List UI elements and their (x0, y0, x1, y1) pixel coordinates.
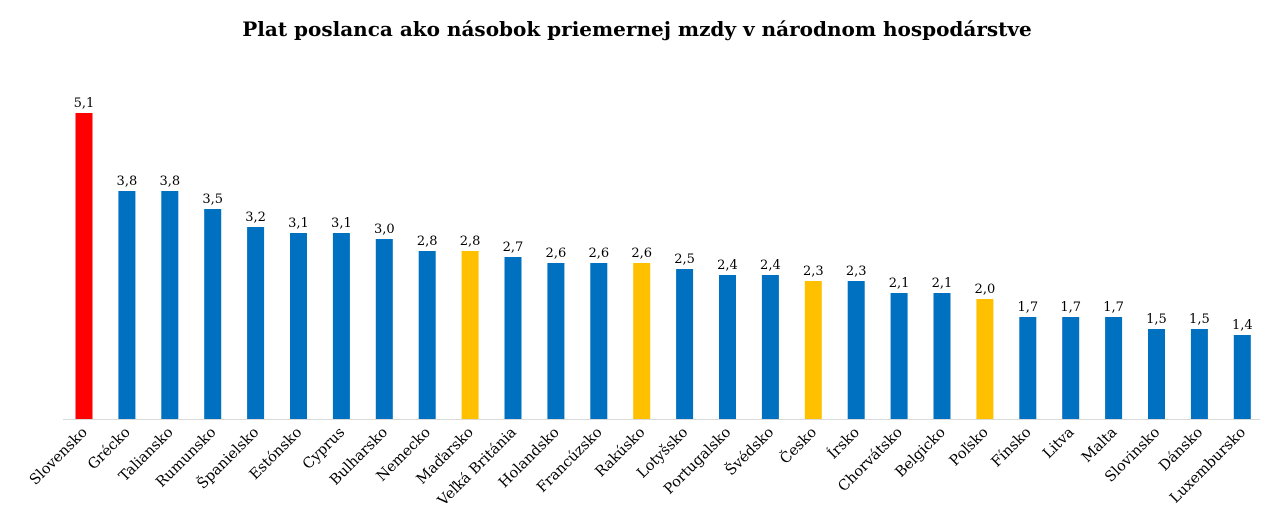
data-label: 3,8 (159, 174, 180, 189)
data-label: 2,7 (503, 240, 524, 255)
bar (418, 251, 436, 419)
category-label: Luxembursko (1167, 425, 1249, 507)
data-label: 2,4 (760, 258, 781, 273)
data-label: 1,5 (1146, 312, 1167, 327)
data-label: 2,5 (674, 252, 695, 267)
data-label: 3,1 (288, 216, 309, 231)
bar (118, 191, 136, 419)
bar (804, 281, 822, 419)
data-label: 2,0 (975, 282, 996, 297)
bar (1062, 317, 1080, 419)
category-label: Česko (776, 423, 820, 467)
data-label: 2,6 (546, 246, 567, 261)
data-label: 1,5 (1189, 312, 1210, 327)
category-label: Veľká Británia (434, 424, 520, 510)
data-label: 3,5 (202, 192, 223, 207)
data-label: 1,7 (1060, 300, 1081, 315)
data-label: 2,1 (889, 276, 910, 291)
category-label: Slovensko (27, 425, 91, 489)
category-label: Litva (1040, 424, 1078, 462)
data-label: 2,3 (846, 264, 867, 279)
bar (1019, 317, 1037, 419)
bar (332, 233, 350, 419)
data-label: 3,1 (331, 216, 352, 231)
bar (504, 257, 522, 419)
chart-title: Plat poslanca ako násobok priemernej mzd… (242, 17, 1032, 41)
bar (976, 299, 994, 419)
data-label: 1,4 (1232, 318, 1253, 333)
bar (719, 275, 736, 419)
bar (1233, 335, 1251, 419)
data-label: 2,8 (460, 234, 481, 249)
bar (204, 209, 222, 419)
bar (247, 227, 265, 419)
bar (375, 239, 393, 419)
bar (890, 293, 908, 419)
bar (461, 251, 479, 419)
data-label: 2,6 (588, 246, 609, 261)
bar (633, 263, 651, 419)
data-label: 3,8 (117, 174, 138, 189)
bar (1148, 329, 1165, 419)
bar (1190, 329, 1208, 419)
bar (933, 293, 951, 419)
data-label: 1,7 (1017, 300, 1038, 315)
bar (590, 263, 608, 419)
data-label: 2,8 (417, 234, 438, 249)
category-label: Fínsko (989, 425, 1035, 471)
data-label: 2,1 (932, 276, 953, 291)
bar (547, 263, 565, 419)
category-label: Írsko (824, 423, 863, 462)
data-label: 2,6 (631, 246, 652, 261)
bar (290, 233, 307, 419)
data-label: 1,7 (1103, 300, 1124, 315)
data-label: 2,3 (803, 264, 824, 279)
bar (161, 191, 179, 419)
bar (676, 269, 694, 419)
category-label: Poľsko (947, 425, 992, 470)
data-label: 3,2 (245, 210, 266, 225)
bar (847, 281, 865, 419)
bar (1105, 317, 1123, 419)
bar (75, 113, 93, 419)
data-label: 5,1 (74, 96, 95, 111)
data-label: 2,4 (717, 258, 738, 273)
data-label: 3,0 (374, 222, 395, 237)
category-label: Malta (1079, 424, 1121, 466)
bar (761, 275, 779, 419)
